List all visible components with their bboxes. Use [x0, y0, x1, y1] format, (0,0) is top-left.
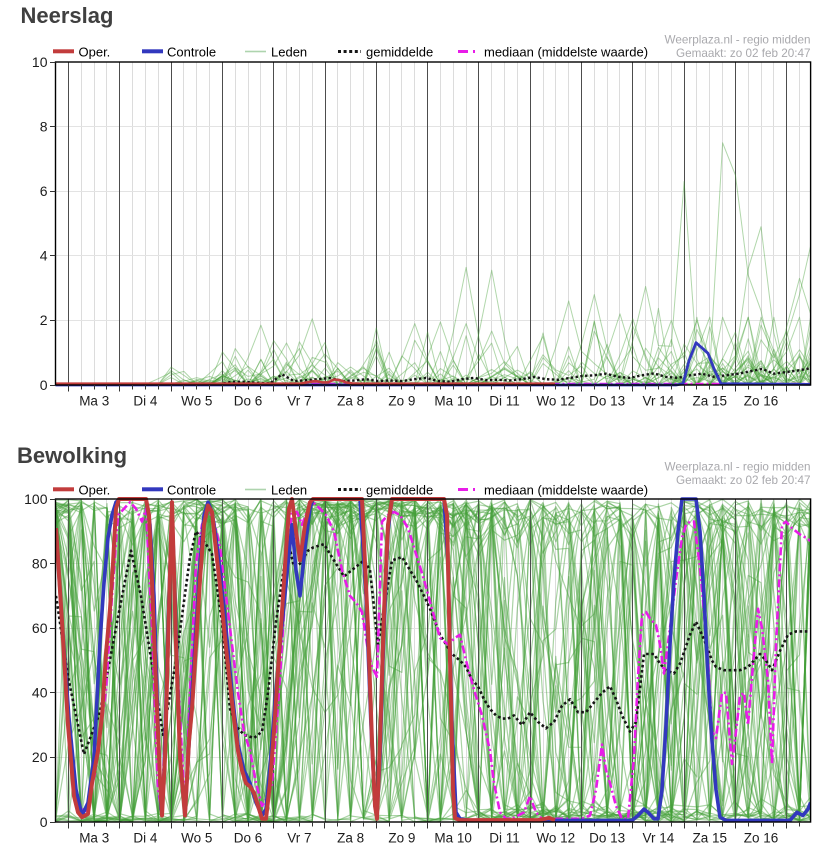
svg-text:100: 100: [24, 491, 48, 507]
svg-text:Neerslag: Neerslag: [21, 3, 114, 28]
svg-text:20: 20: [32, 749, 48, 765]
svg-text:Zo 9: Zo 9: [388, 394, 415, 409]
svg-text:Do 13: Do 13: [589, 394, 625, 409]
svg-text:Weerplaza.nl - regio midden: Weerplaza.nl - regio midden: [665, 461, 811, 474]
svg-text:Gemaakt: zo 02 feb 20:47: Gemaakt: zo 02 feb 20:47: [676, 474, 811, 487]
svg-text:60: 60: [32, 620, 48, 636]
svg-text:Di 11: Di 11: [489, 394, 520, 409]
svg-text:Vr 7: Vr 7: [287, 831, 311, 846]
svg-text:Leden: Leden: [271, 44, 307, 59]
svg-text:Za 15: Za 15: [693, 831, 728, 846]
svg-text:0: 0: [40, 814, 48, 830]
svg-text:0: 0: [40, 377, 48, 393]
svg-text:Do 13: Do 13: [589, 831, 625, 846]
svg-text:gemiddelde: gemiddelde: [366, 482, 433, 497]
svg-text:4: 4: [40, 248, 48, 264]
svg-text:Za 8: Za 8: [337, 831, 364, 846]
svg-text:Vr 7: Vr 7: [287, 394, 311, 409]
svg-text:80: 80: [32, 555, 48, 571]
svg-text:gemiddelde: gemiddelde: [366, 44, 433, 59]
svg-text:Ma 10: Ma 10: [434, 394, 472, 409]
svg-text:Vr 14: Vr 14: [643, 394, 675, 409]
svg-text:Zo 16: Zo 16: [744, 394, 779, 409]
svg-text:Wo 12: Wo 12: [536, 831, 575, 846]
svg-text:Di 4: Di 4: [133, 831, 157, 846]
svg-text:6: 6: [40, 183, 48, 199]
svg-text:Di 4: Di 4: [133, 394, 157, 409]
svg-text:Wo 5: Wo 5: [181, 831, 212, 846]
svg-text:8: 8: [40, 118, 48, 134]
svg-text:Oper.: Oper.: [79, 44, 111, 59]
svg-text:Ma 3: Ma 3: [79, 831, 109, 846]
svg-text:Do 6: Do 6: [234, 831, 263, 846]
svg-text:Controle: Controle: [167, 482, 216, 497]
svg-text:Wo 12: Wo 12: [536, 394, 575, 409]
svg-text:Za 15: Za 15: [693, 394, 728, 409]
svg-text:Gemaakt: zo 02 feb 20:47: Gemaakt: zo 02 feb 20:47: [676, 47, 811, 60]
svg-text:Zo 9: Zo 9: [388, 831, 415, 846]
svg-text:10: 10: [32, 54, 48, 70]
svg-text:Wo 5: Wo 5: [181, 394, 212, 409]
svg-text:Oper.: Oper.: [79, 482, 111, 497]
svg-text:Weerplaza.nl - regio midden: Weerplaza.nl - regio midden: [665, 34, 811, 47]
svg-text:Do 6: Do 6: [234, 394, 263, 409]
svg-text:2: 2: [40, 312, 48, 328]
svg-text:Zo 16: Zo 16: [744, 831, 779, 846]
svg-text:40: 40: [32, 685, 48, 701]
svg-text:Di 11: Di 11: [489, 831, 520, 846]
svg-text:Vr 14: Vr 14: [643, 831, 675, 846]
svg-text:Za 8: Za 8: [337, 394, 364, 409]
svg-text:Ma 3: Ma 3: [79, 394, 109, 409]
svg-text:Controle: Controle: [167, 44, 216, 59]
svg-text:mediaan (middelste waarde): mediaan (middelste waarde): [484, 44, 648, 59]
svg-text:mediaan (middelste waarde): mediaan (middelste waarde): [484, 482, 648, 497]
svg-text:Ma 10: Ma 10: [434, 831, 472, 846]
svg-text:Leden: Leden: [271, 482, 307, 497]
svg-text:Bewolking: Bewolking: [17, 443, 127, 468]
